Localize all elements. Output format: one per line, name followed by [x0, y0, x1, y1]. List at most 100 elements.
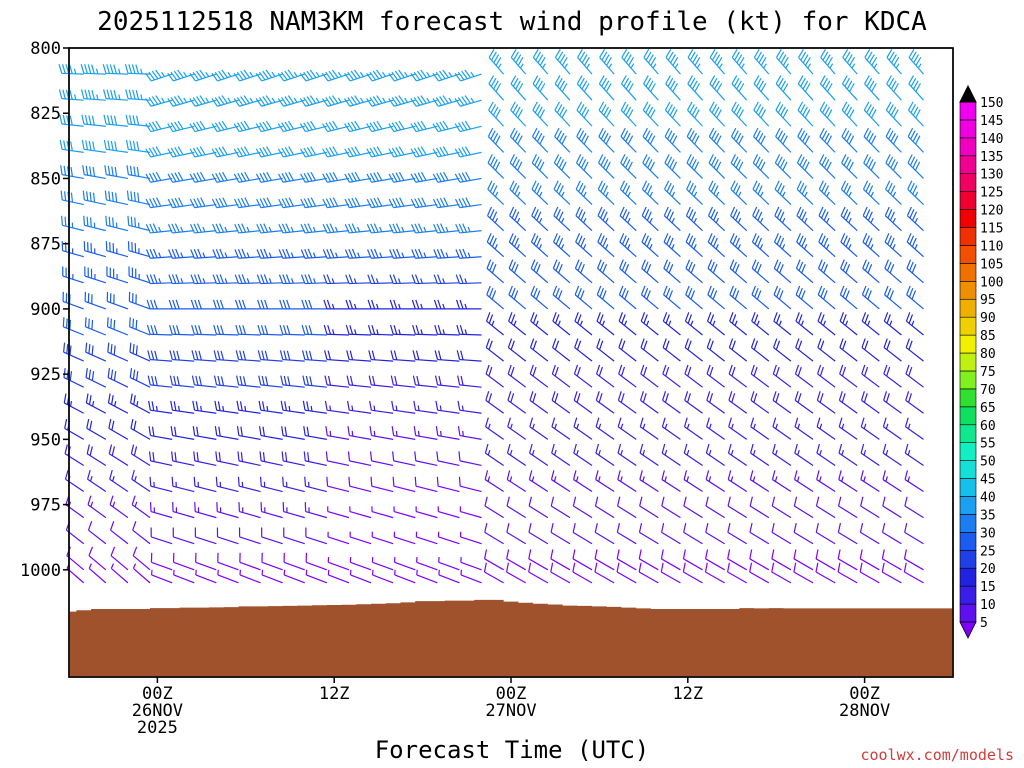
barb-feather: [760, 109, 767, 119]
wind-barb: [730, 206, 748, 232]
barb-feather: [646, 237, 652, 247]
barb-shaft: [84, 275, 107, 284]
barb-shaft: [394, 536, 416, 545]
barb-feather: [818, 233, 824, 243]
barb-feather: [733, 104, 740, 114]
barb-feather: [638, 549, 642, 559]
barb-shaft: [217, 536, 239, 545]
barb-feather: [411, 249, 416, 259]
barb-feather: [369, 451, 373, 461]
barb-feather: [687, 314, 693, 324]
barb-feather: [391, 71, 399, 81]
barb-feather: [771, 562, 775, 573]
barb-feather: [864, 49, 871, 58]
barb-feather: [840, 233, 846, 243]
barb-feather: [174, 172, 180, 182]
barb-half-feather: [335, 252, 339, 258]
barb-feather: [244, 197, 250, 207]
barb-feather: [108, 191, 111, 201]
barb-shaft: [349, 151, 372, 158]
wind-barb: [393, 506, 416, 519]
barb-feather: [838, 443, 843, 454]
barb-shaft: [460, 125, 482, 133]
barb-feather: [66, 344, 69, 354]
barb-feather: [621, 235, 627, 245]
barb-feather: [458, 451, 461, 461]
barb-feather: [887, 156, 894, 166]
wind-barb: [59, 139, 84, 153]
barb-shaft: [195, 561, 217, 571]
barb-shaft: [574, 347, 593, 362]
barb-shaft: [172, 333, 195, 336]
barb-shaft: [751, 320, 770, 336]
barb-feather: [398, 95, 405, 104]
wind-barb: [885, 101, 902, 127]
barb-feather: [511, 261, 516, 271]
barb-shaft: [172, 125, 195, 133]
barb-feather: [87, 495, 92, 505]
wind-barb: [437, 531, 460, 545]
colorbar-top-arrow: [959, 84, 977, 103]
barb-feather: [801, 211, 807, 221]
barb-feather: [114, 141, 118, 151]
barb-shaft: [773, 373, 792, 388]
barb-feather: [323, 274, 328, 284]
barb-shaft: [904, 531, 924, 545]
wind-barb: [107, 393, 129, 414]
barb-feather: [627, 161, 633, 171]
barb-feather: [603, 80, 610, 90]
wind-barb: [884, 259, 902, 284]
wind-barb: [64, 469, 85, 493]
barb-shaft: [128, 123, 151, 127]
wind-barb: [278, 171, 305, 183]
barb-shaft: [282, 177, 305, 183]
barb-shaft: [86, 427, 107, 440]
barb-feather: [257, 350, 262, 360]
barb-shaft: [863, 109, 880, 127]
wind-barb: [167, 197, 195, 209]
barb-shaft: [349, 384, 372, 388]
wind-barb: [839, 285, 858, 310]
barb-feather: [507, 417, 511, 427]
barb-feather: [170, 173, 177, 182]
barb-feather: [392, 223, 398, 233]
barb-feather: [732, 182, 739, 192]
barb-shaft: [708, 215, 726, 232]
barb-feather: [69, 319, 72, 330]
barb-feather: [583, 161, 589, 171]
wind-barb: [594, 562, 615, 584]
barb-shaft: [488, 109, 505, 127]
barb-feather: [893, 109, 899, 119]
wind-barb: [573, 470, 593, 493]
barb-feather: [288, 146, 295, 156]
colorbar-label: 60: [980, 419, 996, 434]
barb-feather: [173, 375, 177, 386]
barb-feather: [191, 375, 196, 386]
barb-feather: [265, 95, 273, 104]
barb-half-feather: [693, 191, 698, 197]
barb-feather: [864, 340, 869, 350]
barb-shaft: [662, 320, 681, 336]
barb-half-feather: [315, 71, 320, 77]
barb-shaft: [304, 358, 327, 362]
barb-shaft: [683, 505, 703, 519]
wind-barb: [432, 95, 460, 107]
wind-barb: [388, 120, 416, 133]
barb-shaft: [509, 162, 527, 179]
barb-feather: [174, 197, 180, 207]
barb-feather: [127, 215, 130, 226]
terrain: [68, 47, 954, 678]
barb-feather: [435, 97, 443, 106]
barb-shaft: [555, 57, 571, 75]
barb-feather: [845, 237, 851, 247]
wind-barb: [572, 523, 593, 545]
barb-feather: [321, 98, 329, 107]
wind-barb: [366, 120, 394, 133]
barb-feather: [195, 70, 203, 80]
barb-feather: [169, 350, 173, 360]
barb-feather: [861, 364, 866, 375]
barb-feather: [288, 171, 294, 181]
colorbar-label: 50: [980, 455, 996, 470]
wind-barb: [436, 451, 460, 467]
wind-barb: [261, 527, 283, 545]
